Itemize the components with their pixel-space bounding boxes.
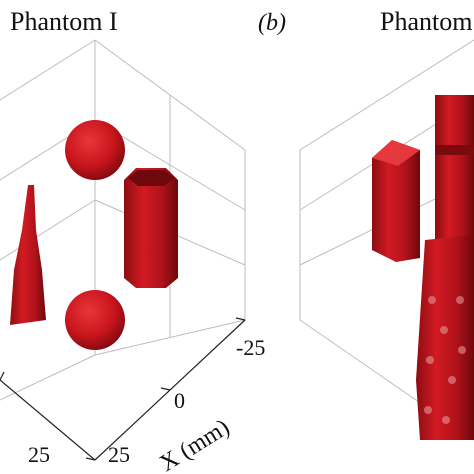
tall-block (435, 95, 474, 240)
block-top (372, 140, 420, 166)
y-tick-label: 25 (28, 442, 50, 467)
block-edge (435, 145, 474, 155)
phantom-b-objects (372, 95, 474, 440)
bubbles (424, 296, 466, 424)
panel-title: Phantom II (380, 7, 474, 36)
block (372, 140, 420, 262)
x-tick-label: 0 (174, 388, 185, 413)
bubbly-cone (416, 235, 474, 440)
x-tick-label: -25 (236, 335, 265, 360)
cylinder-top (128, 170, 174, 186)
cone (10, 185, 46, 325)
sphere (65, 120, 125, 180)
phantom-a-objects (10, 120, 178, 350)
panel-a-wireframe (0, 39, 246, 461)
x-tick-label: 25 (108, 442, 130, 467)
panel-label: (b) (258, 10, 286, 36)
sphere (65, 290, 125, 350)
panel-title: Phantom I (10, 7, 118, 36)
x-axis-label: X (mm) (155, 414, 234, 474)
cylinder (124, 168, 178, 288)
